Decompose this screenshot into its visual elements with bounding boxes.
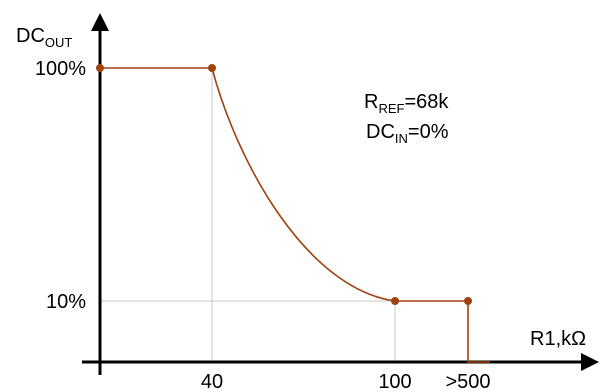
x-tick-label-500: >500 [445,371,490,392]
x-tick-label-40: 40 [201,371,223,392]
data-point-1 [208,64,216,72]
annotation-dcin: DCIN=0% [366,121,449,146]
y-tick-label-100: 100% [35,58,86,80]
x-axis-label: R1,kΩ [530,328,586,350]
x-tick-label-100: 100 [378,371,411,392]
data-point-3 [464,297,472,305]
grid [100,68,396,362]
data-point-2 [391,297,399,305]
series-points [96,64,472,305]
y-tick-label-10: 10% [46,291,86,313]
data-point-0 [96,64,104,72]
annotation-rref: RREF=68k [364,91,449,116]
y-axis-label: DCOUT [16,25,72,50]
